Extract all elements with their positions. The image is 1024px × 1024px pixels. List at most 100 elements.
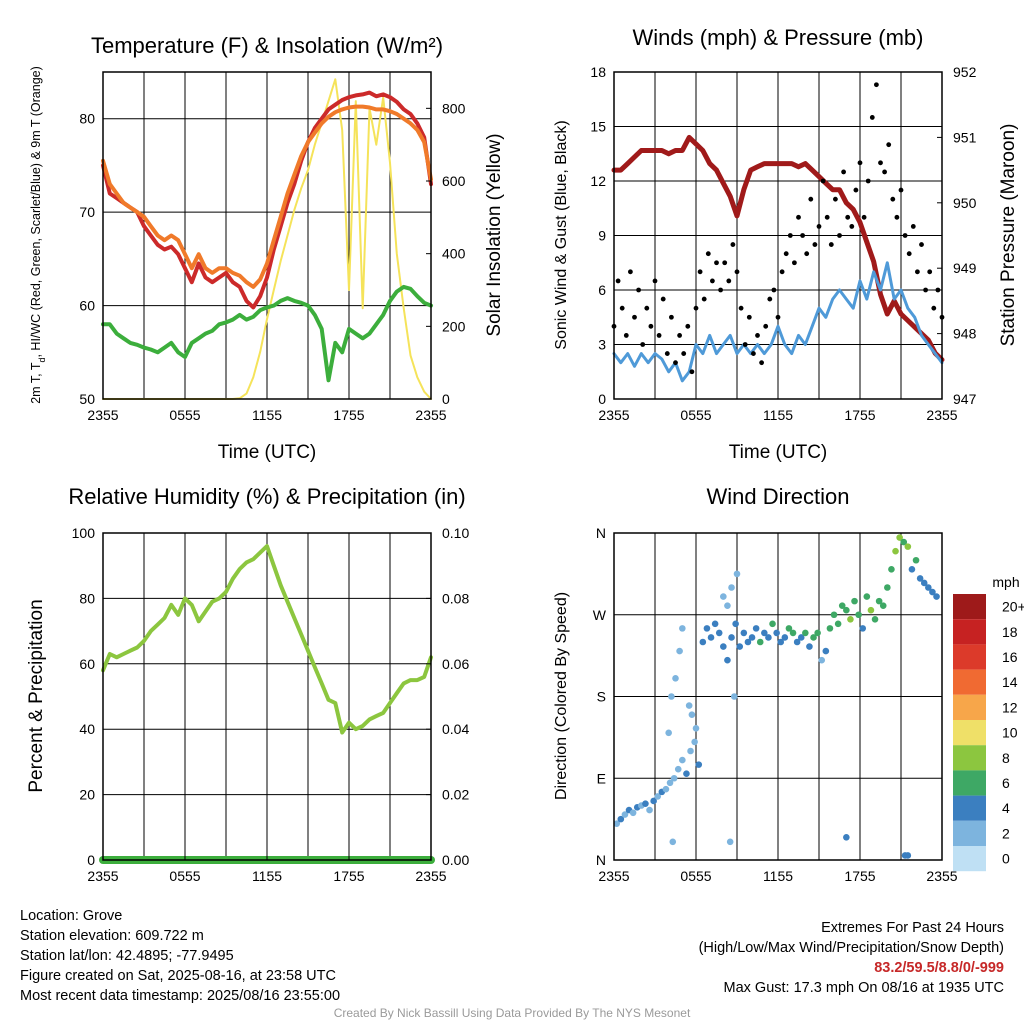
temperature-panel: Temperature (F) & Insolation (W/m²) 2355…	[29, 33, 505, 463]
y-tick-label: S	[597, 689, 606, 705]
direction-point	[752, 625, 760, 632]
gust-point	[648, 323, 654, 329]
y2-tick-label: 0.10	[442, 525, 469, 541]
direction-chart-title: Wind Direction	[706, 484, 849, 509]
y-tick-label: 80	[79, 111, 95, 127]
y-tick-label: N	[596, 852, 606, 868]
direction-point	[900, 538, 908, 546]
wind-gridlines	[614, 72, 942, 399]
y2-tick-label: 0.08	[442, 590, 469, 606]
y-tick-label: 70	[79, 204, 95, 220]
y-tick-label: 40	[79, 721, 95, 737]
direction-point	[650, 797, 657, 805]
gust-point	[767, 296, 773, 302]
colorbar-swatch	[953, 594, 986, 620]
gust-point	[898, 187, 904, 193]
humidity-tick-labels: 2355 0555 1155 1755 23550204060801000.000.02…	[72, 525, 470, 884]
direction-point	[733, 570, 741, 578]
direction-point	[871, 615, 879, 623]
gust-point	[771, 287, 777, 293]
gust-point	[931, 305, 937, 311]
gust-point	[820, 178, 826, 184]
gust-point	[619, 305, 625, 311]
y2-tick-label: 949	[953, 260, 977, 276]
x-tick-label: 1755	[844, 407, 875, 423]
direction-point	[676, 647, 683, 655]
y-tick-label: 0	[598, 391, 606, 407]
gust-point	[734, 269, 740, 275]
rh-line	[101, 544, 433, 735]
gust-point	[677, 333, 682, 338]
gust-point	[845, 214, 851, 220]
x-tick-label: 0555	[169, 407, 200, 423]
y-tick-label: 12	[590, 173, 606, 189]
direction-point	[672, 675, 679, 682]
direction-point	[769, 620, 776, 628]
direction-point	[668, 693, 675, 700]
direction-point	[843, 606, 850, 614]
colorbar-title: mph	[992, 574, 1019, 590]
y2-tick-label: 950	[953, 195, 977, 211]
gust-point	[935, 287, 941, 293]
y2-tick-label: 400	[442, 246, 466, 262]
gust-point	[874, 82, 879, 88]
colorbar-swatch	[953, 820, 986, 846]
y-tick-label: 60	[79, 298, 95, 314]
y-tick-label: 20	[79, 787, 95, 803]
colorbar-label: 10	[1002, 725, 1018, 741]
direction-point	[818, 656, 826, 664]
colorbar-swatch	[953, 795, 986, 821]
direction-point	[744, 638, 752, 646]
gust-point	[615, 278, 621, 284]
direction-point	[679, 625, 686, 632]
extremes-values: 83.2/59.5/8.8/0/-999	[874, 960, 1004, 976]
direction-point	[814, 629, 821, 637]
direction-point	[896, 534, 903, 541]
colorbar-swatch	[953, 770, 986, 796]
y2-tick-label: 952	[953, 64, 977, 80]
gust-point	[623, 333, 629, 338]
direction-point	[884, 584, 891, 591]
x-tick-label: 1755	[333, 407, 364, 423]
gust-point	[775, 314, 781, 320]
direction-point	[797, 634, 805, 641]
direction-point	[908, 566, 916, 573]
y-tick-label: 60	[79, 656, 95, 672]
gust-point	[849, 224, 855, 229]
wind-series	[611, 82, 945, 383]
figure-created: Figure created on Sat, 2025-08-16, at 23…	[20, 968, 336, 984]
y2-tick-label: 0	[442, 391, 450, 407]
x-tick-label: 2355	[415, 407, 446, 423]
colorbar-label: 8	[1002, 750, 1010, 766]
gust-point	[927, 269, 933, 275]
direction-point	[666, 779, 674, 787]
direction-point	[904, 543, 912, 550]
x-tick-label: 1755	[844, 868, 875, 884]
gust-point	[882, 169, 887, 175]
y-tick-label: 80	[79, 590, 95, 606]
direction-point	[925, 584, 932, 591]
x-tick-label: 1155	[252, 407, 282, 423]
gust-point	[910, 224, 916, 229]
humidity-gridlines	[103, 533, 431, 860]
gust-point	[828, 242, 834, 247]
colorbar-label: 14	[1002, 674, 1018, 690]
direction-point	[777, 638, 785, 646]
direction-point	[826, 625, 834, 632]
gust-point	[841, 169, 846, 175]
x-tick-label: 2355	[415, 868, 446, 884]
colorbar-label: 4	[1002, 800, 1010, 816]
temperature-tick-labels: 2355 0555 1155 1755 235550607080020040060080…	[79, 100, 465, 423]
colorbar-swatch	[953, 745, 986, 771]
direction-point	[629, 809, 637, 817]
gust-point	[718, 287, 723, 293]
direction-point	[879, 602, 887, 609]
x-tick-label: 1155	[763, 407, 793, 423]
y-tick-label: N	[596, 525, 606, 541]
direction-point	[920, 579, 928, 587]
colorbar-label: 20+	[1002, 599, 1024, 615]
direction-point	[720, 643, 727, 650]
gust-point	[759, 360, 764, 366]
direction-point	[679, 756, 686, 764]
